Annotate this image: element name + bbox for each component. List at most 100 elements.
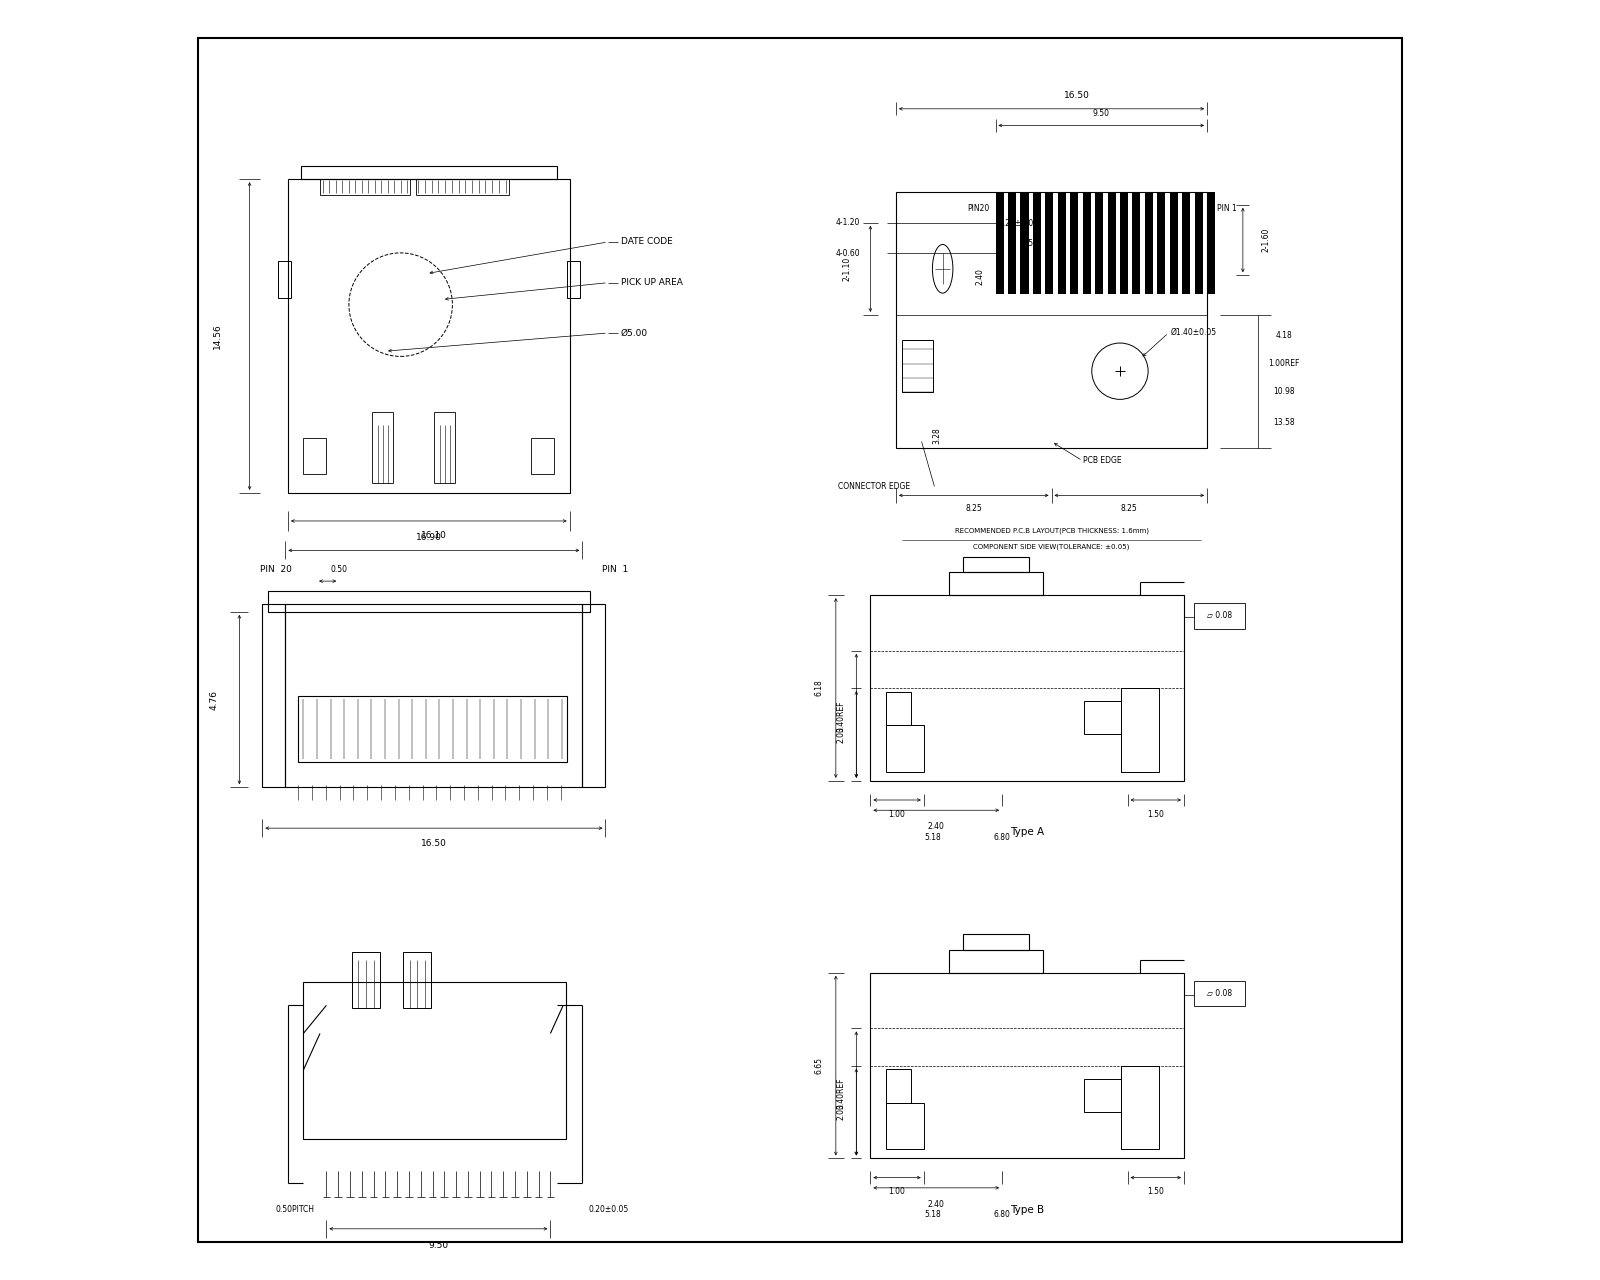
Bar	[416, 179, 509, 195]
Text: COMPONENT SIDE VIEW(TOLERANCE: ±0.05): COMPONENT SIDE VIEW(TOLERANCE: ±0.05)	[973, 543, 1130, 550]
Bar	[1146, 192, 1154, 294]
Bar	[870, 595, 1184, 781]
Text: 1.50: 1.50	[1147, 1187, 1165, 1197]
Text: 2-1.10: 2-1.10	[843, 257, 851, 280]
Text: 3.40REF: 3.40REF	[837, 700, 845, 732]
Bar	[1122, 1065, 1158, 1149]
Text: 4.18: 4.18	[1275, 330, 1293, 340]
Bar	[1120, 192, 1128, 294]
Text: 14.56: 14.56	[213, 323, 222, 349]
Text: 6.18: 6.18	[814, 680, 824, 696]
Bar	[262, 604, 285, 787]
Bar	[435, 412, 454, 483]
Bar	[963, 934, 1029, 950]
Bar	[298, 696, 566, 762]
Bar	[886, 1102, 923, 1149]
Bar	[403, 952, 432, 1009]
Text: RECOMMENDED P.C.B LAYOUT(PCB THICKNESS: 1.6mm): RECOMMENDED P.C.B LAYOUT(PCB THICKNESS: …	[955, 527, 1149, 535]
Text: 16.10: 16.10	[421, 530, 446, 540]
Text: 6.80: 6.80	[994, 832, 1011, 842]
Text: PCB EDGE: PCB EDGE	[1083, 456, 1122, 466]
Text: Ø5.00: Ø5.00	[621, 329, 648, 338]
Text: ▱ 0.08: ▱ 0.08	[1208, 612, 1232, 621]
Text: PIN 1: PIN 1	[1218, 204, 1237, 214]
Bar	[896, 192, 1206, 448]
Text: PICK UP AREA: PICK UP AREA	[621, 278, 683, 287]
Bar	[373, 412, 394, 483]
Text: 4-0.60: 4-0.60	[835, 248, 861, 259]
Text: Type A: Type A	[1010, 827, 1045, 837]
Text: 0.28±0.05: 0.28±0.05	[998, 219, 1038, 229]
Bar	[1083, 1079, 1122, 1112]
Text: ▱ 0.08: ▱ 0.08	[1208, 989, 1232, 998]
Text: 9.50: 9.50	[1093, 109, 1110, 119]
Text: 0.50: 0.50	[1021, 238, 1038, 248]
Text: 16.90: 16.90	[416, 532, 442, 543]
Text: 5.18: 5.18	[925, 1210, 941, 1220]
Text: 1.00: 1.00	[888, 1187, 906, 1197]
Bar	[1008, 192, 1016, 294]
Bar	[301, 166, 557, 179]
Bar	[352, 952, 381, 1009]
Bar	[949, 572, 1043, 595]
Bar	[1021, 192, 1029, 294]
Bar	[1045, 192, 1053, 294]
Bar	[566, 261, 579, 298]
Bar	[1094, 192, 1102, 294]
Bar	[285, 604, 582, 787]
Bar	[886, 724, 923, 772]
Bar	[1133, 192, 1141, 294]
Text: 1.00REF: 1.00REF	[1269, 358, 1299, 369]
Bar	[1083, 192, 1091, 294]
Text: 0.50: 0.50	[331, 564, 347, 575]
Text: 16.50: 16.50	[1064, 91, 1090, 101]
Text: 2-1.60: 2-1.60	[1261, 228, 1270, 252]
Text: 2.40: 2.40	[928, 822, 944, 832]
Bar	[1170, 192, 1178, 294]
Bar	[1157, 192, 1165, 294]
Bar	[1058, 192, 1066, 294]
Text: 0.50PITCH: 0.50PITCH	[275, 1204, 314, 1215]
Text: 2.40: 2.40	[928, 1199, 944, 1210]
Text: 2.00: 2.00	[837, 726, 845, 742]
Bar	[1182, 192, 1190, 294]
Bar	[949, 950, 1043, 973]
Bar	[320, 179, 410, 195]
Bar	[1034, 192, 1042, 294]
Bar	[1194, 603, 1245, 628]
Text: 2.40: 2.40	[976, 268, 984, 285]
Bar	[1070, 192, 1078, 294]
Text: 4-1.20: 4-1.20	[835, 218, 861, 228]
Bar	[1083, 701, 1122, 735]
Text: 3.28: 3.28	[931, 426, 941, 444]
Text: 9.50: 9.50	[429, 1240, 448, 1251]
Text: Type B: Type B	[1010, 1204, 1045, 1215]
Text: 5.18: 5.18	[925, 832, 941, 842]
Bar	[304, 438, 326, 474]
Text: 0.20±0.05: 0.20±0.05	[589, 1204, 629, 1215]
Text: 1.00: 1.00	[888, 809, 906, 819]
Text: 13.58: 13.58	[1274, 417, 1294, 428]
Bar	[870, 973, 1184, 1158]
Text: 8.25: 8.25	[965, 503, 982, 513]
Bar	[886, 691, 910, 724]
Text: PIN  20: PIN 20	[259, 564, 291, 575]
Text: 6.65: 6.65	[814, 1057, 824, 1074]
Text: PIN20: PIN20	[966, 204, 989, 214]
Bar	[963, 557, 1029, 572]
Text: 2.00: 2.00	[837, 1103, 845, 1120]
Text: 8.25: 8.25	[1122, 503, 1138, 513]
Bar	[1195, 192, 1203, 294]
Bar	[1206, 192, 1214, 294]
Bar	[1107, 192, 1115, 294]
Bar	[278, 261, 291, 298]
Bar	[304, 982, 566, 1139]
Bar	[531, 438, 554, 474]
Text: Ø1.40±0.05: Ø1.40±0.05	[1171, 328, 1218, 338]
Text: 6.80: 6.80	[994, 1210, 1011, 1220]
Text: 4.76: 4.76	[210, 690, 218, 709]
Bar	[1122, 689, 1158, 772]
Text: 3.40REF: 3.40REF	[837, 1078, 845, 1110]
Bar	[267, 591, 590, 612]
Bar	[582, 604, 605, 787]
